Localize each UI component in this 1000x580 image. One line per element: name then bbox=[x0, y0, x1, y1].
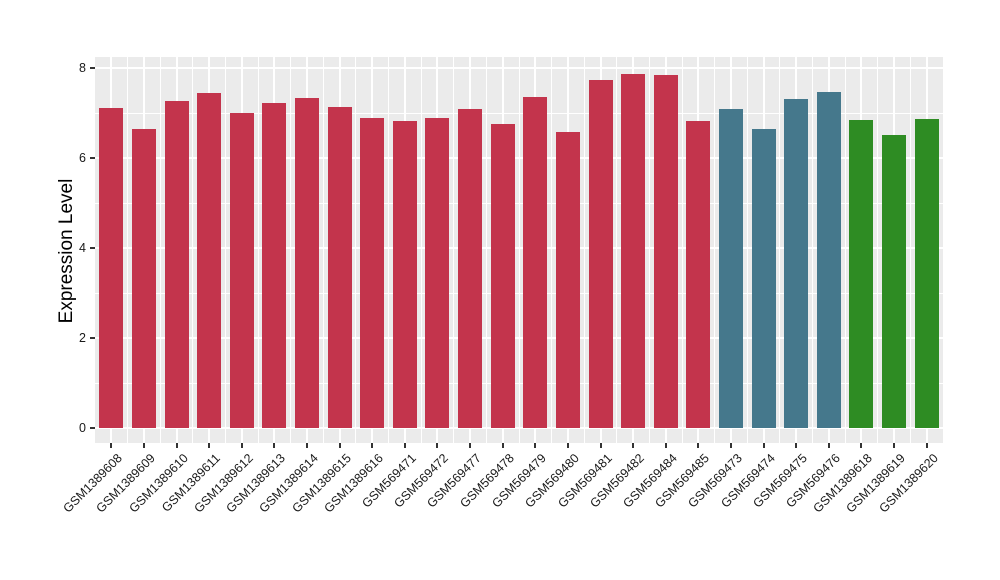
gridline-minor-x-2 bbox=[159, 57, 161, 443]
bar-GSM569482 bbox=[621, 73, 646, 428]
x-tick-mark-23 bbox=[860, 443, 863, 448]
x-tick-mark-24 bbox=[893, 443, 896, 448]
bar-GSM569479 bbox=[523, 97, 548, 428]
y-tick-label-8: 8 bbox=[79, 61, 86, 76]
y-axis-title: Expression Level bbox=[56, 178, 77, 324]
gridline-minor-x-8 bbox=[355, 57, 357, 443]
gridline-minor-x-4 bbox=[224, 57, 226, 443]
gridline-minor-x-25 bbox=[909, 57, 911, 443]
x-tick-mark-19 bbox=[730, 443, 732, 448]
y-tick-label-2: 2 bbox=[79, 331, 86, 346]
y-tick-label-4: 4 bbox=[79, 241, 86, 256]
gridline-minor-x-10 bbox=[420, 57, 422, 443]
bar-GSM1389613 bbox=[262, 102, 287, 428]
x-tick-mark-11 bbox=[469, 443, 472, 448]
x-tick-mark-20 bbox=[762, 443, 765, 448]
gridline-minor-x-13 bbox=[518, 57, 520, 443]
x-tick-mark-2 bbox=[175, 443, 178, 448]
gridline-minor-x-14 bbox=[551, 57, 553, 443]
x-tick-mark-5 bbox=[273, 443, 276, 448]
bar-GSM1389609 bbox=[131, 129, 156, 428]
gridline-minor-x-15 bbox=[583, 57, 585, 443]
y-tick-mark-2 bbox=[90, 337, 95, 340]
y-tick-label-0: 0 bbox=[79, 421, 86, 435]
bar-GSM569480 bbox=[555, 132, 580, 428]
bar-GSM1389619 bbox=[882, 134, 907, 428]
x-tick-mark-16 bbox=[632, 443, 635, 448]
x-tick-mark-17 bbox=[664, 443, 667, 448]
plot-panel bbox=[95, 57, 943, 443]
bar-GSM1389611 bbox=[197, 93, 222, 428]
gridline-minor-x-17 bbox=[648, 57, 650, 443]
bar-GSM569484 bbox=[653, 74, 678, 428]
gridline-major-y-8 bbox=[95, 67, 943, 70]
gridline-minor-x-6 bbox=[290, 57, 292, 443]
gridline-minor-x-12 bbox=[485, 57, 487, 443]
bar-GSM1389614 bbox=[295, 98, 319, 428]
bar-GSM569473 bbox=[719, 108, 743, 428]
x-tick-mark-13 bbox=[534, 443, 537, 448]
x-tick-mark-1 bbox=[142, 443, 145, 448]
gridline-minor-x-19 bbox=[714, 57, 716, 443]
gridline-minor-x-20 bbox=[746, 57, 748, 443]
gridline-minor-x-5 bbox=[257, 57, 259, 443]
gridline-major-y-6 bbox=[95, 157, 943, 160]
gridline-minor-x-23 bbox=[844, 57, 846, 443]
gridline-major-y-0 bbox=[95, 427, 943, 429]
bar-GSM569478 bbox=[490, 124, 515, 428]
bar-GSM569474 bbox=[751, 128, 776, 428]
x-tick-mark-22 bbox=[827, 443, 830, 448]
x-tick-mark-3 bbox=[208, 443, 211, 448]
gridline-minor-x-21 bbox=[779, 57, 781, 443]
gridline-minor-x-9 bbox=[388, 57, 390, 443]
x-tick-mark-8 bbox=[371, 443, 374, 448]
x-tick-mark-18 bbox=[697, 443, 700, 448]
x-tick-mark-4 bbox=[240, 443, 243, 448]
bar-GSM1389618 bbox=[849, 120, 874, 428]
bar-GSM569471 bbox=[392, 121, 417, 428]
y-tick-mark-4 bbox=[90, 247, 95, 250]
gridline-minor-x-24 bbox=[877, 57, 879, 443]
x-tick-mark-21 bbox=[795, 443, 798, 448]
gridline-major-y-2 bbox=[95, 337, 943, 340]
bar-GSM569481 bbox=[588, 80, 613, 428]
gridline-minor-x-1 bbox=[127, 57, 129, 443]
x-tick-mark-0 bbox=[110, 443, 113, 448]
gridline-minor-x-11 bbox=[453, 57, 455, 443]
x-tick-mark-14 bbox=[566, 443, 569, 448]
x-tick-mark-7 bbox=[338, 443, 341, 448]
x-tick-mark-25 bbox=[925, 443, 928, 448]
y-tick-label-6: 6 bbox=[79, 151, 86, 166]
bar-GSM1389608 bbox=[99, 108, 124, 428]
bar-GSM1389615 bbox=[327, 106, 352, 428]
x-tick-mark-9 bbox=[403, 443, 406, 448]
gridline-minor-x-18 bbox=[681, 57, 683, 443]
bar-GSM569472 bbox=[425, 117, 450, 428]
bar-GSM569485 bbox=[686, 121, 711, 428]
y-tick-mark-0 bbox=[90, 427, 95, 429]
gridline-minor-x-16 bbox=[616, 57, 618, 443]
gridline-minor-x-22 bbox=[812, 57, 814, 443]
x-tick-mark-10 bbox=[436, 443, 439, 448]
gridline-minor-x-7 bbox=[322, 57, 324, 443]
y-tick-mark-8 bbox=[90, 67, 95, 70]
bar-GSM569476 bbox=[816, 92, 841, 428]
gridline-major-y-4 bbox=[95, 247, 943, 250]
bar-GSM1389616 bbox=[360, 118, 385, 428]
x-tick-mark-15 bbox=[599, 443, 602, 448]
bar-GSM1389620 bbox=[914, 118, 939, 428]
bar-GSM1389610 bbox=[164, 100, 189, 428]
x-tick-mark-12 bbox=[501, 443, 504, 448]
bar-GSM569475 bbox=[784, 99, 809, 428]
gridline-minor-x-3 bbox=[192, 57, 194, 443]
bar-GSM1389612 bbox=[229, 112, 254, 428]
y-tick-mark-6 bbox=[90, 157, 95, 160]
bar-GSM569477 bbox=[458, 108, 483, 428]
x-tick-mark-6 bbox=[306, 443, 308, 448]
